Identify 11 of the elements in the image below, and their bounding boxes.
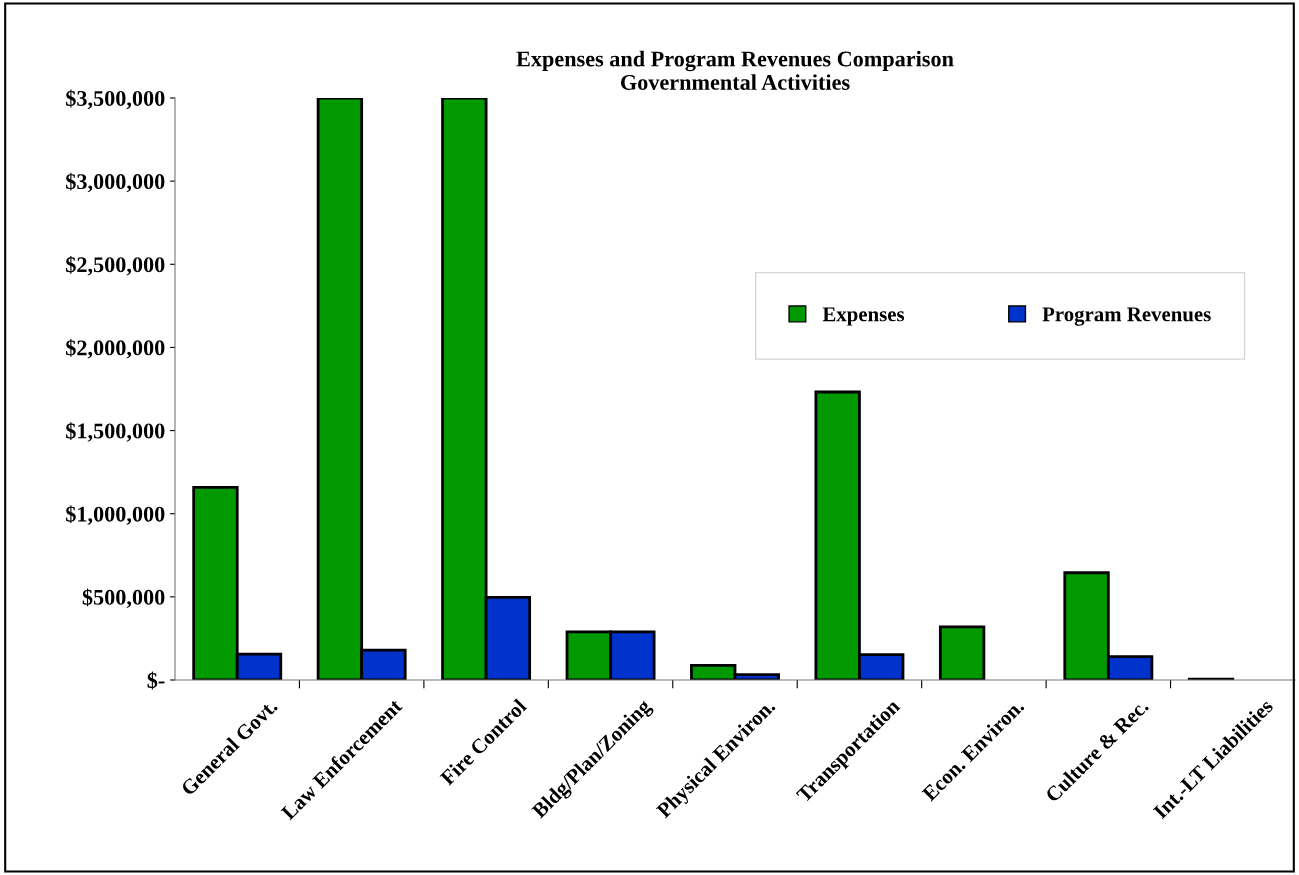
legend-label: Program Revenues: [1042, 307, 1211, 326]
y-tick-label: $-: [147, 671, 165, 690]
y-tick-label: $3,500,000: [66, 89, 165, 110]
y-tick-label: $1,500,000: [66, 422, 165, 442]
chart-title: Expenses and Program Revenues Comparison Governmental Activities: [516, 50, 954, 90]
legend-label: Expenses: [822, 307, 905, 326]
y-tick-label: $1,000,000: [66, 505, 165, 525]
y-tick-label: $3,000,000: [66, 172, 165, 193]
y-tick-label: $2,000,000: [66, 339, 165, 359]
y-tick-label: $2,500,000: [66, 255, 165, 276]
y-tick-label: $500,000: [82, 588, 165, 609]
